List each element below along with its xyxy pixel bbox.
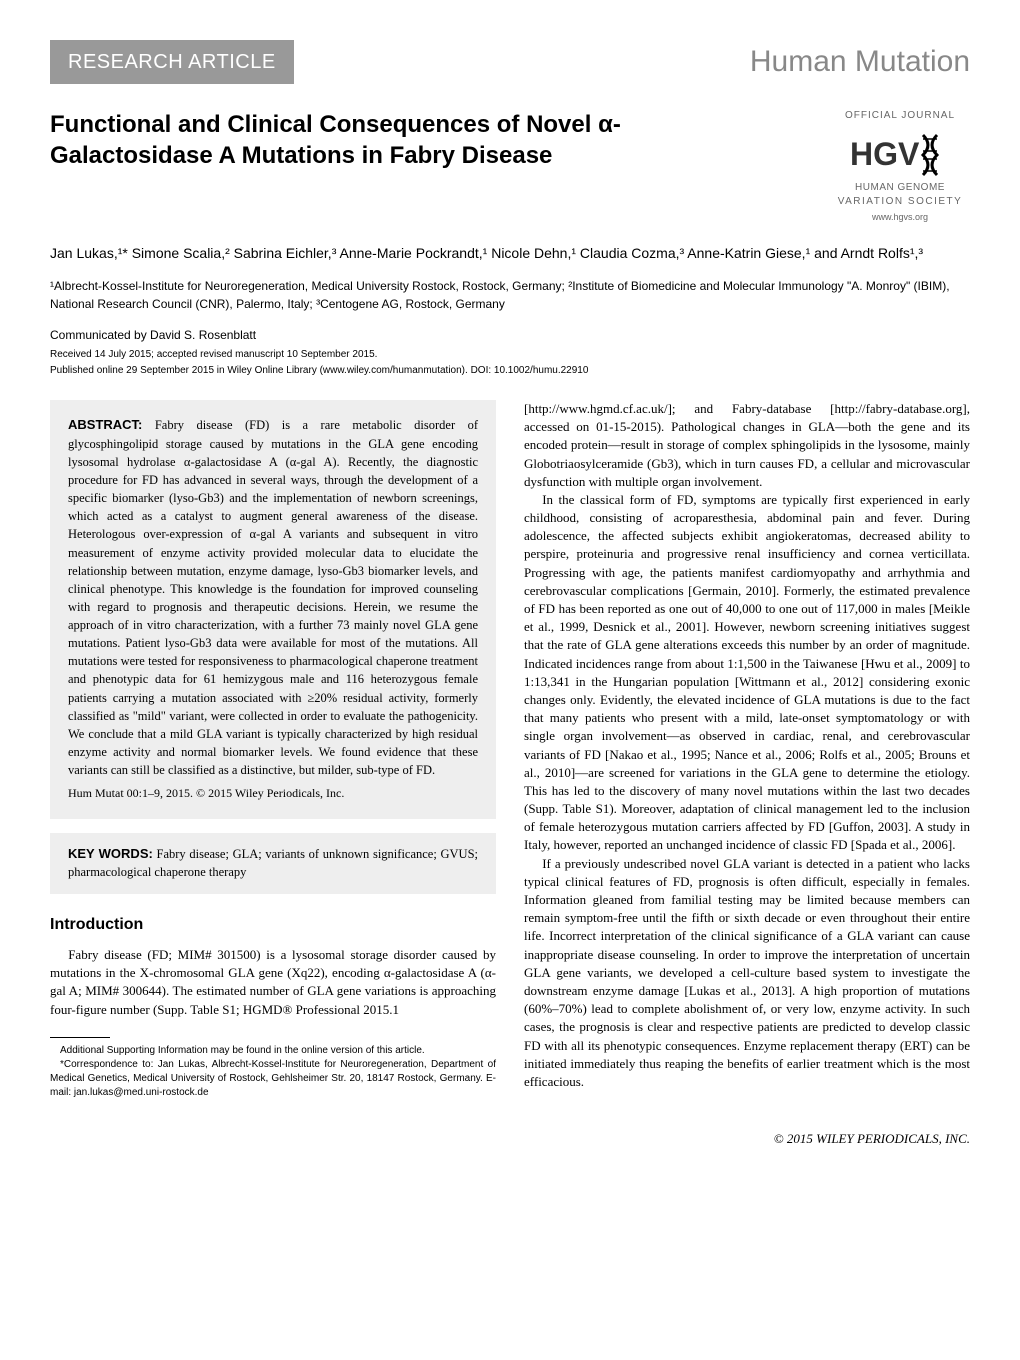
- communicated-by: Communicated by David S. Rosenblatt: [50, 327, 970, 344]
- abstract-text: Fabry disease (FD) is a rare metabolic d…: [68, 418, 478, 777]
- hgvs-logo-icon: HGV: [845, 127, 955, 177]
- abstract-block: ABSTRACT: Fabry disease (FD) is a rare m…: [50, 400, 496, 819]
- logo-url: www.hgvs.org: [830, 211, 970, 224]
- logo-official-label: OFFICIAL JOURNAL: [830, 109, 970, 123]
- author-list: Jan Lukas,¹* Simone Scalia,² Sabrina Eic…: [50, 244, 970, 264]
- footnote-correspondence: *Correspondence to: Jan Lukas, Albrecht-…: [50, 1058, 496, 1100]
- introduction-heading: Introduction: [50, 914, 496, 936]
- title-row: Functional and Clinical Consequences of …: [50, 109, 970, 224]
- research-article-badge: RESEARCH ARTICLE: [50, 40, 294, 84]
- abstract-citation: Hum Mutat 00:1–9, 2015. © 2015 Wiley Per…: [68, 785, 478, 802]
- right-para-3: If a previously undescribed novel GLA va…: [524, 855, 970, 1091]
- footnote-rule: [50, 1037, 110, 1038]
- doi-line: Published online 29 September 2015 in Wi…: [50, 364, 970, 378]
- article-title: Functional and Clinical Consequences of …: [50, 109, 730, 171]
- hgvs-logo: OFFICIAL JOURNAL HGV HUMAN GENOME VARIAT…: [830, 109, 970, 224]
- abstract-label: ABSTRACT:: [68, 417, 142, 432]
- keywords-block: KEY WORDS: Fabry disease; GLA; variants …: [50, 833, 496, 894]
- svg-text:HGV: HGV: [850, 136, 920, 172]
- logo-org-line2: VARIATION SOCIETY: [830, 195, 970, 209]
- keywords-label: KEY WORDS:: [68, 846, 153, 861]
- left-column: ABSTRACT: Fabry disease (FD) is a rare m…: [50, 400, 496, 1100]
- right-para-1: [http://www.hgmd.cf.ac.uk/]; and Fabry-d…: [524, 400, 970, 491]
- logo-org-line1: HUMAN GENOME: [830, 181, 970, 195]
- journal-name: Human Mutation: [750, 41, 970, 83]
- header-bar: RESEARCH ARTICLE Human Mutation: [50, 40, 970, 84]
- affiliations: ¹Albrecht-Kossel-Institute for Neurorege…: [50, 277, 970, 313]
- right-column: [http://www.hgmd.cf.ac.uk/]; and Fabry-d…: [524, 400, 970, 1100]
- footnote-supporting: Additional Supporting Information may be…: [50, 1044, 496, 1058]
- manuscript-dates: Received 14 July 2015; accepted revised …: [50, 348, 970, 362]
- right-para-2: In the classical form of FD, symptoms ar…: [524, 491, 970, 855]
- intro-para-1: Fabry disease (FD; MIM# 301500) is a lys…: [50, 946, 496, 1019]
- copyright-footer: © 2015 WILEY PERIODICALS, INC.: [50, 1130, 970, 1148]
- two-column-body: ABSTRACT: Fabry disease (FD) is a rare m…: [50, 400, 970, 1100]
